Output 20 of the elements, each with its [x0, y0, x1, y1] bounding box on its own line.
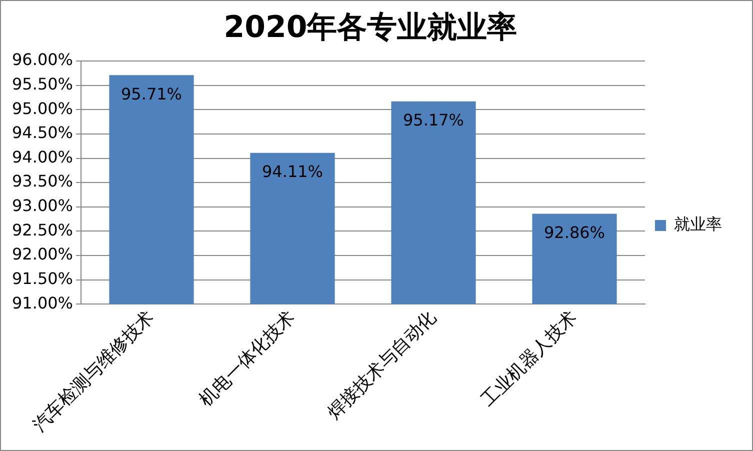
y-tick-label: 96.00%	[12, 50, 74, 70]
y-tick-label: 94.50%	[12, 123, 74, 142]
y-tick-label: 92.00%	[12, 244, 74, 264]
y-tick-label: 91.50%	[12, 269, 74, 288]
y-tick-label: 94.00%	[12, 147, 74, 166]
x-tick-label: 工业机器人技术	[477, 306, 582, 411]
data-label: 94.11%	[262, 162, 324, 182]
legend-label: 就业率	[674, 214, 722, 234]
data-label: 95.71%	[121, 84, 182, 104]
chart-title: 2020年各专业就业率	[224, 10, 518, 45]
y-tick-label: 92.50%	[12, 220, 74, 240]
y-tick-label: 93.50%	[12, 172, 74, 191]
y-tick-label: 95.00%	[12, 98, 74, 118]
y-tick-label: 91.00%	[12, 293, 74, 312]
data-label: 95.17%	[402, 110, 464, 130]
x-tick-label: 焊接技术与自动化	[324, 306, 440, 424]
y-tick-label: 95.50%	[12, 74, 74, 94]
y-tick-label: 93.00%	[12, 196, 74, 216]
x-tick-label: 机电一体化技术	[195, 306, 300, 411]
data-label: 92.86%	[544, 222, 606, 242]
